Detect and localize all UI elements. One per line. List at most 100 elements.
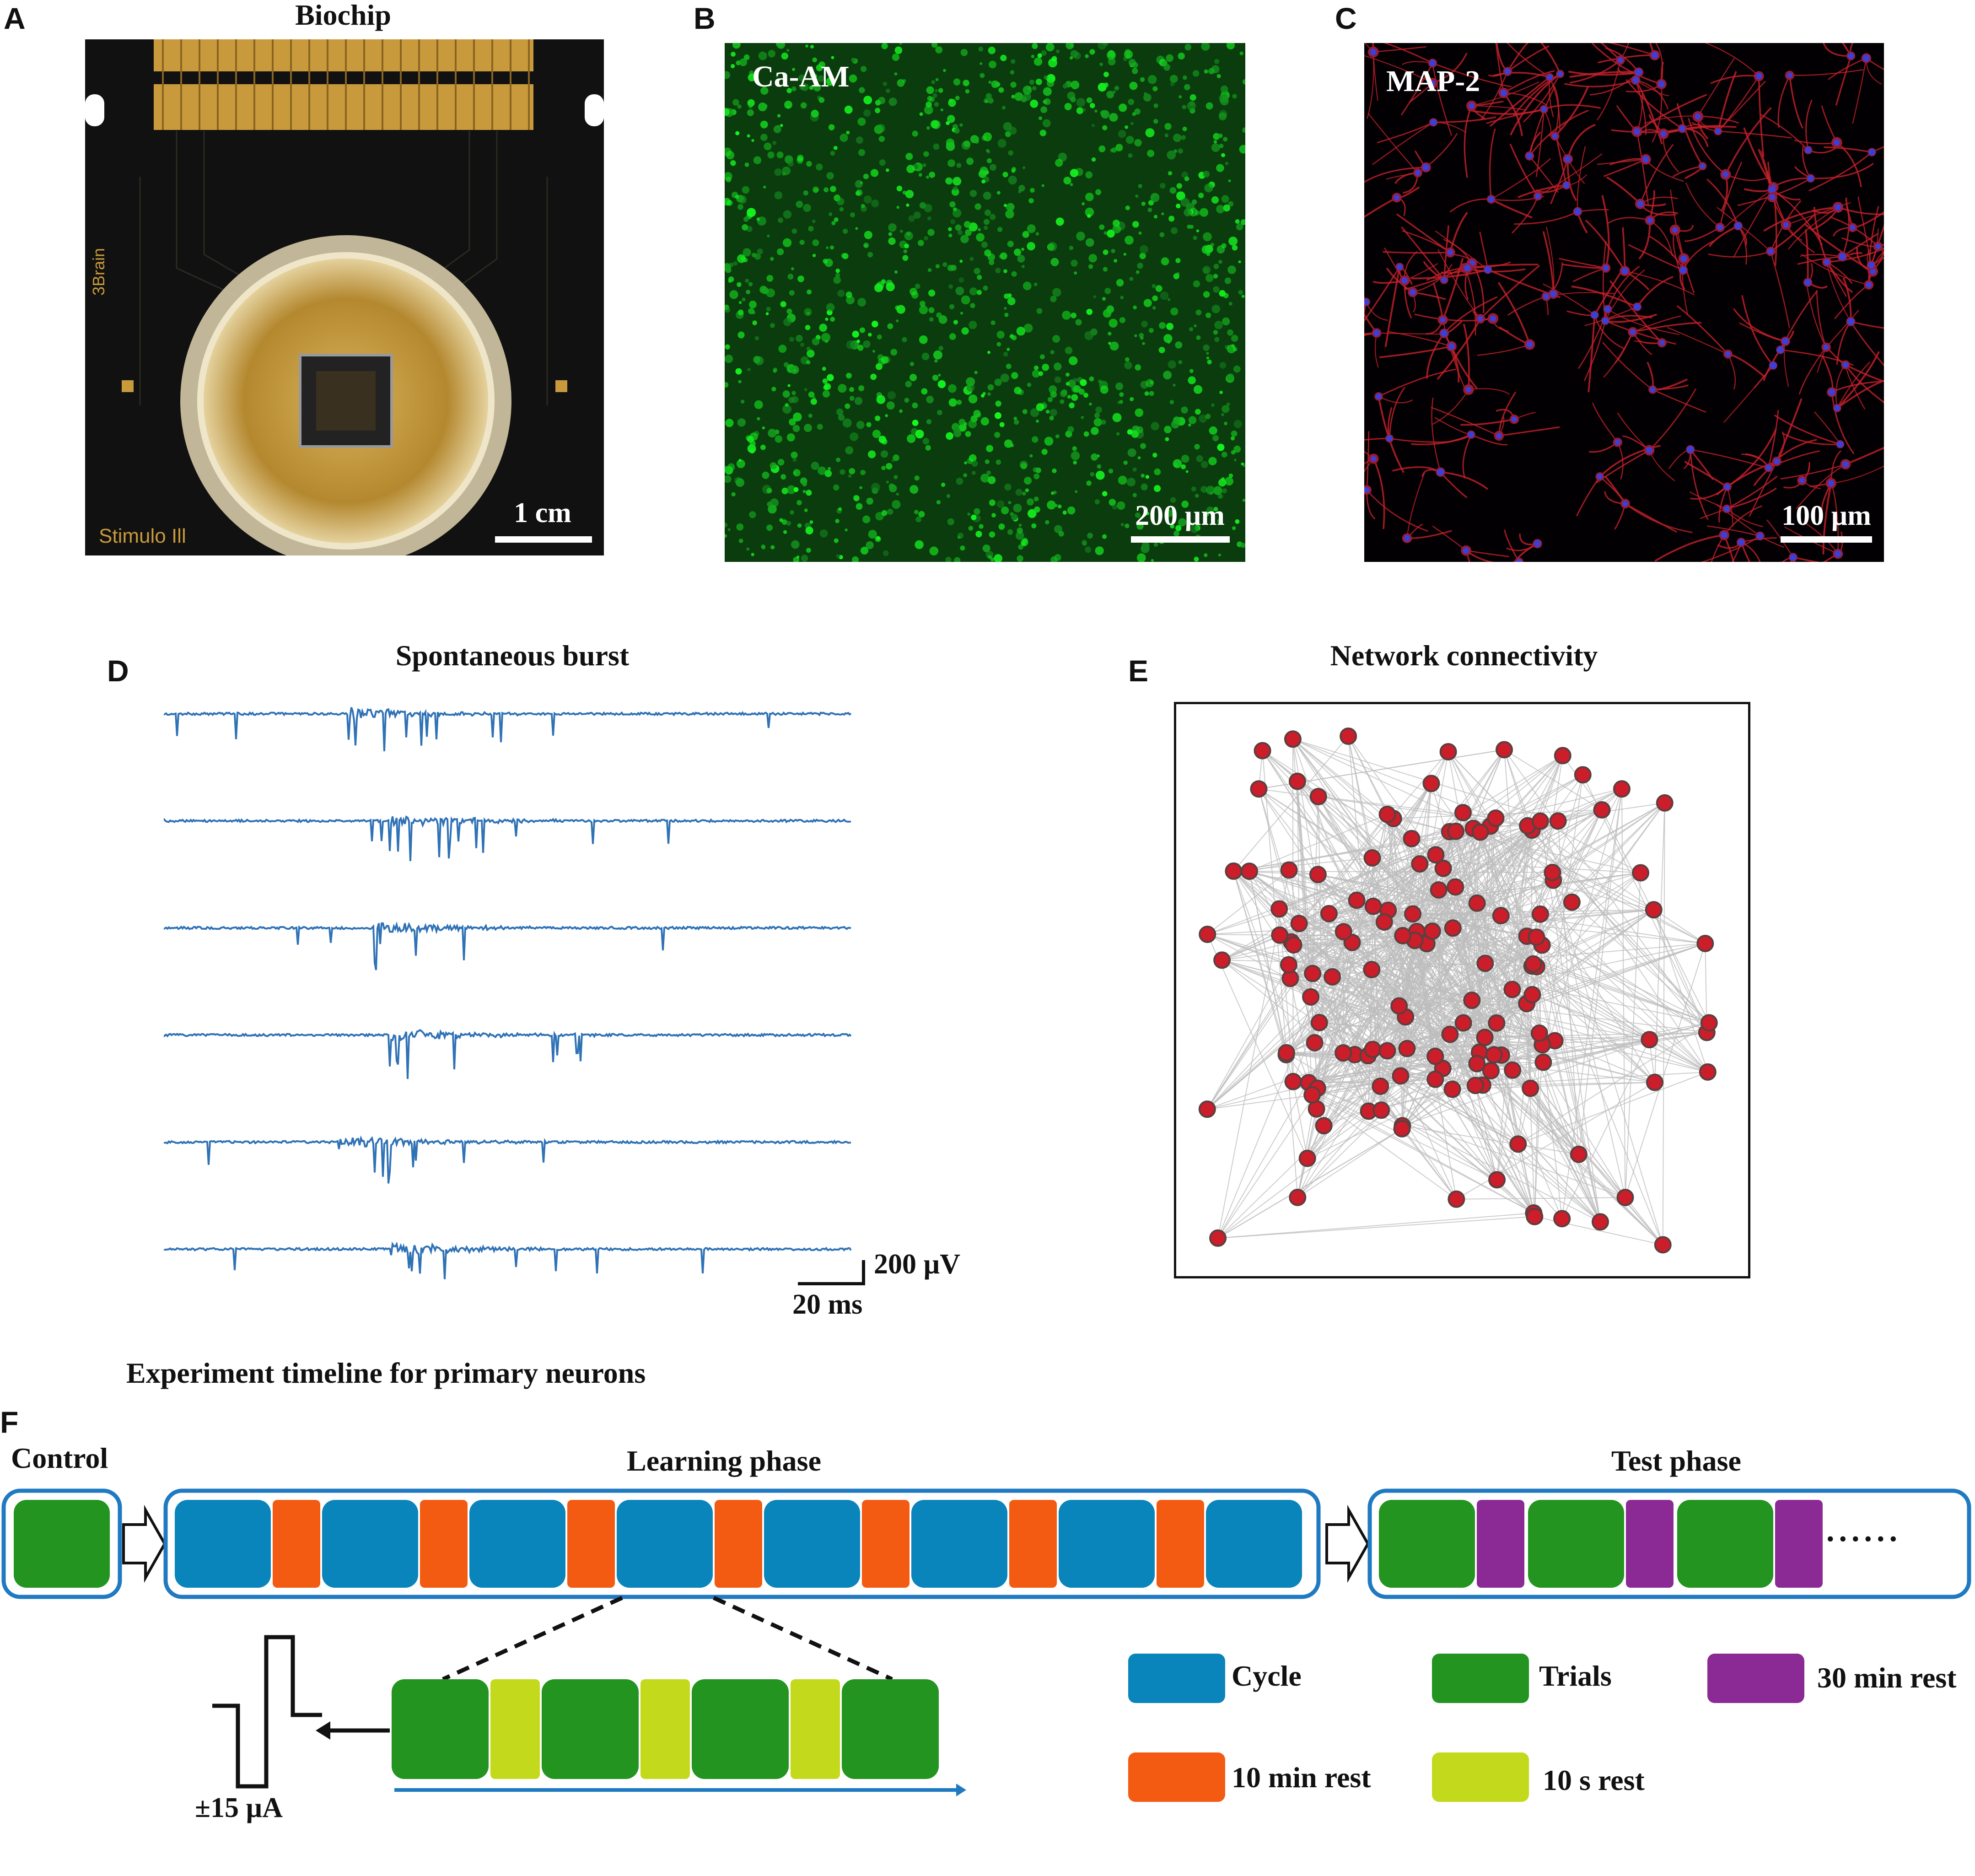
network-node [1528,929,1544,945]
network-node [1226,863,1241,879]
network-node [1214,952,1230,968]
network-node [1251,781,1266,797]
experiment-timeline [0,1464,1975,1876]
learning-cycle-block [175,1500,271,1588]
panel-letter-d: D [107,653,129,688]
panel-letter-b: B [694,1,716,36]
network-node [1477,1030,1493,1045]
network-node [1593,1214,1608,1229]
network-node [1510,1136,1526,1152]
network-node [1554,1211,1570,1226]
network-node [1340,728,1356,744]
learning-cycle-block [322,1500,418,1588]
network-node [1448,824,1464,839]
learning-rest-block [1009,1500,1057,1588]
arrow-learning-to-test [1327,1510,1368,1578]
trace-4 [165,1030,851,1079]
legend-cycle-swatch [1128,1654,1225,1703]
network-node [1533,906,1548,922]
panel-c-stain-label: MAP-2 [1386,64,1480,99]
network-node [1380,807,1395,822]
network-node [1242,863,1257,879]
network-node [1286,937,1302,953]
network-node [1300,1151,1315,1166]
network-node [1292,916,1307,931]
network-node [1456,1015,1471,1031]
network-node [1427,1049,1443,1064]
learning-rest-block [273,1500,320,1588]
network-node [1393,1068,1408,1084]
network-node [1272,927,1287,943]
biochip-photo: Stimulo Ill 3Brain 1 cm [85,39,604,555]
network-node [1307,1035,1323,1051]
arrow-control-to-learning [124,1510,165,1578]
network-node [1641,1032,1657,1047]
network-node [1655,1237,1671,1252]
trace-5 [165,1138,851,1184]
network-node [1427,1072,1443,1087]
network-node [1281,957,1297,973]
network-node [1210,1230,1226,1246]
cycle-trial-block [542,1679,639,1779]
test-rest-block [1477,1500,1524,1588]
network-node [1504,981,1520,997]
network-node [1281,862,1297,878]
test-trials-block [1677,1500,1773,1588]
network-node [1394,1121,1410,1137]
legend-30min-rest-swatch [1707,1654,1804,1703]
network-node [1464,992,1480,1008]
map2-neuron-field [1364,43,1884,562]
calcium-am-micrograph: Ca-AM 200 µm [725,43,1245,562]
network-node [1305,966,1320,981]
network-node [1575,767,1591,782]
network-node [1483,1063,1499,1078]
test-phase-ellipsis: ...... [1826,1513,1902,1549]
legend-cycle-label: Cycle [1232,1659,1302,1693]
panel-letter-c: C [1335,1,1357,36]
network-node [1647,1075,1663,1090]
trace-3 [165,923,851,970]
network-node [1633,865,1648,881]
network-node [1279,1045,1294,1061]
learning-cycle-block [1206,1500,1302,1588]
learning-cycle-block [764,1500,860,1588]
map2-micrograph: MAP-2 100 µm [1364,43,1884,562]
learning-cycle-block [617,1500,713,1588]
network-node [1255,743,1270,759]
trace-6 [165,1244,851,1279]
network-node [1455,805,1471,820]
network-node [1493,908,1509,923]
learning-rest-block [1157,1500,1204,1588]
test-trials-block [1379,1500,1475,1588]
network-node [1290,1190,1305,1205]
trace-2 [165,816,851,861]
cycle-trial-block [392,1679,489,1779]
legend-10min-rest-label: 10 min rest [1232,1761,1371,1795]
learning-cycle-block [469,1500,565,1588]
network-node [1527,1209,1542,1224]
network-node [1533,814,1548,829]
svg-text:3Brain: 3Brain [89,248,108,296]
network-node [1555,748,1571,763]
network-node [1617,1190,1633,1205]
network-node [1399,1041,1415,1057]
green-fluorescence-field [725,43,1245,562]
network-node [1373,1102,1389,1118]
test-rest-block [1775,1500,1823,1588]
test-trials-block [1528,1500,1624,1588]
cycle-trial-block [692,1679,789,1779]
learning-rest-block [715,1500,762,1588]
network-node [1496,742,1512,757]
panel-d-scale-y: 200 µV [874,1248,960,1281]
network-node [1441,744,1456,760]
network-node [1571,1147,1587,1162]
panel-c-scale-label: 100 µm [1767,500,1884,532]
network-node [1428,847,1443,863]
zoom-line-right [714,1598,892,1679]
test-rest-block [1626,1500,1674,1588]
network-node [1200,927,1215,942]
network-node [1448,1191,1464,1207]
network-node [1614,781,1630,797]
trace-1 [165,707,851,751]
panel-b-stain-label: Ca-AM [752,59,850,94]
